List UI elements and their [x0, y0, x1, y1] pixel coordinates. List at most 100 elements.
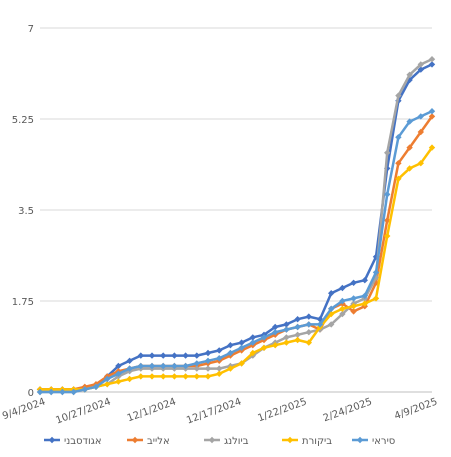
data-point	[350, 308, 357, 315]
data-point	[249, 349, 256, 357]
data-point	[137, 373, 144, 380]
series-line	[40, 110, 433, 394]
data-point	[59, 388, 66, 396]
x-tick-label: 4/9/2025	[393, 396, 439, 422]
x-axis-tick-labels: 9/4/2024 10/27/2024 12/1/2024 12/17/2024 1/2…	[1, 396, 439, 426]
x-tick-label: 2/24/2025	[322, 396, 374, 424]
legend-item: סיראי	[352, 436, 395, 447]
data-point	[428, 61, 436, 68]
legend-swatch-marker	[48, 436, 56, 444]
data-point	[104, 375, 111, 383]
series-line	[40, 63, 433, 391]
data-point	[272, 342, 279, 349]
data-point	[428, 108, 436, 115]
data-point	[283, 334, 290, 341]
data-point	[328, 321, 335, 328]
data-point	[417, 160, 424, 167]
x-tick-label: 12/17/2024	[185, 396, 243, 426]
data-point	[126, 365, 133, 372]
data-point	[395, 92, 402, 99]
data-point	[137, 352, 144, 359]
data-point	[384, 149, 391, 156]
data-point	[171, 373, 178, 380]
data-point	[428, 113, 436, 120]
data-point	[395, 134, 402, 141]
data-point	[204, 373, 212, 380]
gridlines	[40, 27, 432, 393]
data-point	[216, 370, 223, 377]
data-point	[305, 339, 312, 346]
data-point	[81, 386, 88, 393]
data-point	[350, 303, 357, 310]
data-point	[238, 339, 245, 346]
legend-label: אגודסבני	[64, 436, 102, 447]
data-point	[249, 339, 256, 346]
data-point	[395, 175, 402, 182]
data-point	[384, 191, 391, 198]
legend-item: אגודסבני	[44, 436, 102, 447]
data-point	[372, 269, 380, 276]
x-tick-label: 9/4/2024	[1, 396, 47, 422]
data-point	[148, 373, 156, 380]
series-lines	[36, 56, 436, 396]
data-point	[283, 321, 290, 328]
data-point	[182, 362, 189, 370]
legend-swatch-marker	[356, 436, 364, 444]
y-tick-label: 7	[28, 24, 34, 35]
legend-item: ביולנג	[204, 436, 249, 447]
data-point	[160, 352, 167, 359]
data-point	[204, 365, 212, 372]
data-point	[204, 349, 212, 357]
data-point	[216, 347, 223, 354]
data-point	[350, 295, 357, 302]
data-point	[148, 352, 156, 359]
data-point	[294, 331, 301, 338]
data-point	[160, 362, 167, 370]
x-tick-label: 12/1/2024	[126, 396, 178, 424]
data-point	[238, 360, 245, 367]
legend-label: ביקורת	[302, 436, 332, 447]
data-point	[305, 321, 312, 328]
data-point	[227, 349, 234, 357]
y-tick-label: 0	[28, 388, 34, 399]
data-point	[384, 232, 391, 240]
data-point	[406, 71, 413, 78]
data-point	[294, 316, 301, 323]
data-point	[361, 300, 368, 307]
data-point	[216, 365, 223, 372]
data-point	[115, 362, 122, 370]
data-point	[182, 352, 189, 359]
x-tick-label: 1/22/2025	[256, 396, 308, 424]
y-tick-label: 1.75	[12, 297, 34, 308]
data-point	[305, 313, 312, 320]
data-point	[305, 329, 312, 336]
legend-item: ביקורת	[282, 436, 332, 447]
data-point	[126, 357, 133, 364]
series-0	[36, 61, 436, 393]
series-line	[40, 115, 434, 391]
data-point	[372, 295, 380, 302]
data-point	[171, 352, 178, 359]
series-4	[36, 108, 436, 396]
data-point	[428, 56, 436, 63]
data-point	[339, 305, 346, 312]
data-point	[417, 66, 424, 73]
legend-label: ביולנג	[224, 436, 249, 447]
data-point	[92, 383, 100, 390]
data-point	[339, 284, 346, 292]
data-point	[193, 360, 200, 367]
data-point	[361, 292, 368, 299]
data-point	[227, 365, 234, 372]
data-point	[115, 370, 122, 377]
data-point	[171, 362, 178, 370]
data-point	[115, 378, 122, 385]
data-point	[148, 362, 156, 370]
data-point	[193, 352, 200, 359]
data-point	[294, 336, 301, 344]
data-point	[48, 388, 55, 396]
data-point	[339, 310, 346, 318]
data-point	[227, 342, 234, 349]
legend-swatch-marker	[208, 436, 216, 444]
series-line	[40, 58, 433, 394]
